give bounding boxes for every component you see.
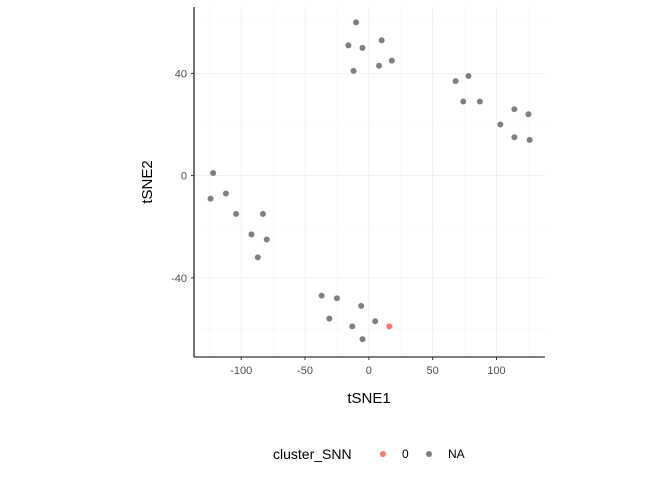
data-point — [460, 98, 467, 105]
x-tick-label: 100 — [487, 365, 505, 377]
data-point — [511, 134, 518, 141]
x-axis-title: tSNE1 — [347, 390, 390, 407]
data-point — [318, 292, 325, 299]
data-point — [233, 210, 240, 217]
data-point — [372, 318, 379, 325]
data-point — [476, 98, 483, 105]
data-point — [465, 72, 472, 79]
y-tick-label: -40 — [171, 273, 187, 285]
legend-label-0: 0 — [402, 447, 409, 461]
data-point — [358, 302, 365, 309]
data-point — [359, 336, 366, 343]
data-point — [386, 323, 393, 330]
data-point — [254, 254, 261, 261]
data-point — [350, 67, 357, 74]
data-point — [359, 44, 366, 51]
data-point — [207, 195, 214, 202]
data-point — [210, 170, 217, 177]
x-tick-label: 50 — [427, 365, 439, 377]
data-point — [333, 295, 340, 302]
grid — [194, 7, 545, 357]
data-point — [353, 19, 360, 26]
data-point — [248, 231, 255, 238]
data-point — [259, 210, 266, 217]
y-ticks: -40 0 40 — [171, 68, 194, 285]
points — [207, 19, 533, 343]
data-point — [376, 62, 383, 69]
data-point — [378, 37, 385, 44]
data-point — [345, 42, 352, 49]
data-point — [263, 236, 270, 243]
x-tick-label: -50 — [297, 365, 313, 377]
data-point — [388, 57, 395, 64]
legend-key-na — [426, 451, 432, 457]
legend-label-na: NA — [448, 447, 465, 461]
data-point — [525, 111, 532, 118]
x-ticks: -100 -50 0 50 100 — [230, 357, 506, 377]
y-tick-label: 0 — [181, 171, 187, 183]
legend: cluster_SNN 0 NA — [273, 446, 465, 462]
data-point — [452, 78, 459, 85]
data-point — [326, 315, 333, 322]
data-point — [497, 121, 504, 128]
legend-key-0 — [380, 451, 386, 457]
data-point — [349, 323, 356, 330]
legend-title: cluster_SNN — [273, 446, 352, 462]
data-point — [222, 190, 229, 197]
data-point — [526, 136, 533, 143]
y-tick-label: 40 — [175, 68, 187, 80]
x-tick-label: 0 — [366, 365, 372, 377]
x-tick-label: -100 — [230, 365, 252, 377]
y-axis-title: tSNE2 — [139, 160, 156, 203]
data-point — [511, 106, 518, 113]
